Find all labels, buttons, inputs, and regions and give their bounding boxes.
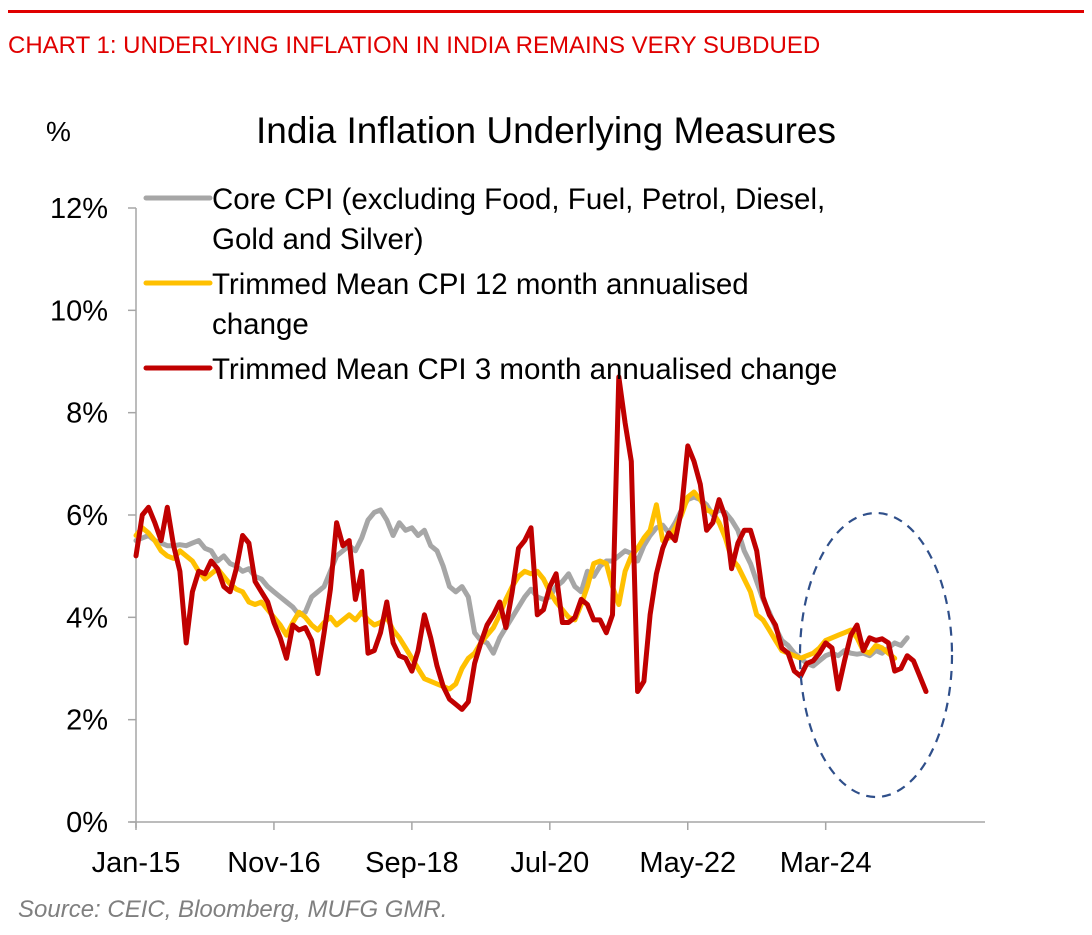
legend-label-trimmed-mean-12m: Trimmed Mean CPI 12 month annualised [212, 268, 749, 301]
series-line-core-cpi [133, 494, 910, 669]
highlight-ellipse [798, 511, 954, 799]
chart-title-text: India Inflation Underlying Measures [256, 110, 836, 151]
series-line-trimmed-mean-12m [133, 489, 898, 692]
x-tick-label: Jul-20 [510, 847, 589, 879]
series-layer [133, 374, 929, 712]
chart-heading: CHART 1: UNDERLYING INFLATION IN INDIA R… [8, 32, 821, 59]
x-tick-label: May-22 [639, 847, 736, 879]
y-tick-label: 6% [66, 500, 108, 532]
y-tick-label: 12% [50, 193, 108, 225]
legend: Core CPI (excluding Food, Fuel, Petrol, … [143, 183, 837, 386]
x-tick-label: Nov-16 [227, 847, 321, 879]
y-tick-label: 8% [66, 398, 108, 430]
x-tick-label: Sep-18 [365, 847, 459, 879]
top-rule [8, 10, 1084, 13]
y-axis-unit-label: % [46, 116, 71, 147]
y-tick-label: 0% [66, 807, 108, 839]
y-tick-label: 4% [66, 602, 108, 634]
legend-label-trimmed-mean-3m: Trimmed Mean CPI 3 month annualised chan… [212, 353, 837, 386]
axes: 0% 2% 4% 6% 8% 10% 12% Jan-15 Nov-16 Sep-18 Jul-20… [50, 193, 985, 879]
legend-label-core-cpi: Gold and Silver) [212, 223, 424, 256]
chart-title: India Inflation Underlying Measures [0, 110, 1092, 152]
y-tick-label: 10% [50, 295, 108, 327]
series-line-trimmed-mean-3m [133, 374, 929, 712]
y-tick-label: 2% [66, 705, 108, 737]
legend-label-core-cpi: Core CPI (excluding Food, Fuel, Petrol, … [212, 183, 825, 216]
source-note: Source: CEIC, Bloomberg, MUFG GMR. [18, 896, 448, 923]
x-tick-label: Mar-24 [780, 847, 872, 879]
legend-label-trimmed-mean-12m: change [212, 308, 309, 341]
x-tick-label: Jan-15 [92, 847, 181, 879]
